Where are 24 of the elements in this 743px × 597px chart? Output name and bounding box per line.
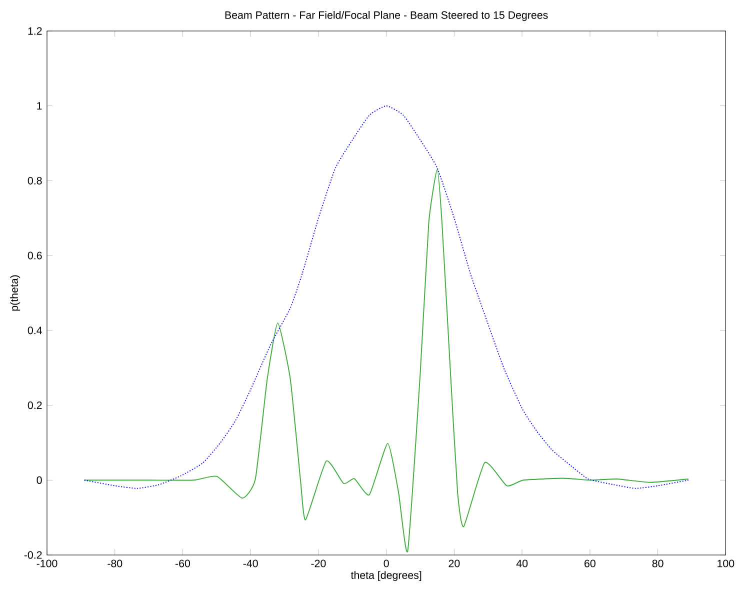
y-tick-label: 0 [36,476,42,484]
x-tick-label: 60 [584,560,596,568]
y-tick-label: 0.2 [28,402,42,410]
x-tick-label: -20 [311,560,326,568]
x-tick-label: 20 [448,560,460,568]
x-tick-label: -40 [243,560,258,568]
x-tick-label: 80 [652,560,664,568]
x-tick-label: -60 [176,560,190,568]
x-tick-label: 100 [718,560,734,568]
y-tick-label: 1.2 [28,27,42,35]
x-tick-label: -100 [36,560,58,568]
x-tick-label: 40 [516,560,528,568]
x-tick-label: -80 [108,560,122,568]
y-tick-label: 0.6 [28,252,42,260]
y-tick-label: 0.8 [28,176,42,184]
x-tick-label: 0 [384,560,389,568]
y-tick-label: 1 [37,102,42,110]
y-tick-label: -0.2 [24,551,42,559]
x-axis-title: theta [degrees] [350,571,422,582]
line-series [84,105,689,489]
y-axis-title: p(theta) [10,275,20,311]
chart-title: Beam Pattern - Far Field/Focal Plane - Beam Steered to 15 Degrees [225,11,548,21]
y-tick-label: 0.4 [28,326,42,334]
line-series [84,169,689,552]
